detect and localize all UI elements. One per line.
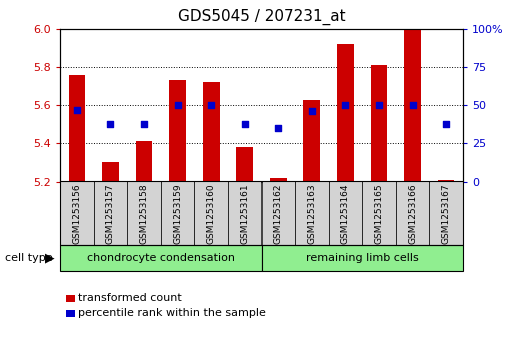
Point — [140, 121, 148, 126]
Bar — [203, 82, 220, 182]
Bar — [404, 29, 421, 182]
Text: GSM1253167: GSM1253167 — [441, 183, 451, 244]
Text: GSM1253160: GSM1253160 — [207, 183, 215, 244]
Text: GDS5045 / 207231_at: GDS5045 / 207231_at — [178, 9, 345, 25]
Text: GSM1253162: GSM1253162 — [274, 183, 283, 244]
Text: ▶: ▶ — [45, 252, 54, 265]
Text: cell type: cell type — [5, 253, 53, 263]
Point — [274, 125, 282, 131]
Point — [106, 121, 115, 126]
Text: GSM1253156: GSM1253156 — [72, 183, 82, 244]
Text: chondrocyte condensation: chondrocyte condensation — [87, 253, 235, 263]
Text: percentile rank within the sample: percentile rank within the sample — [78, 308, 266, 318]
Text: GSM1253157: GSM1253157 — [106, 183, 115, 244]
Point — [174, 102, 182, 108]
Text: GSM1253163: GSM1253163 — [308, 183, 316, 244]
Point — [408, 102, 417, 108]
Bar — [135, 142, 152, 182]
Text: GSM1253164: GSM1253164 — [341, 183, 350, 244]
Point — [341, 102, 349, 108]
Bar — [169, 81, 186, 182]
Bar — [102, 163, 119, 182]
Text: GSM1253159: GSM1253159 — [173, 183, 182, 244]
Point — [73, 107, 81, 113]
Bar — [438, 180, 454, 182]
Text: GSM1253158: GSM1253158 — [140, 183, 149, 244]
Bar — [337, 44, 354, 182]
Point — [308, 109, 316, 114]
Point — [241, 121, 249, 126]
Text: GSM1253166: GSM1253166 — [408, 183, 417, 244]
Bar — [303, 99, 320, 182]
Point — [375, 102, 383, 108]
Bar — [371, 65, 388, 182]
Text: GSM1253165: GSM1253165 — [374, 183, 383, 244]
Bar — [270, 178, 287, 182]
Text: GSM1253161: GSM1253161 — [240, 183, 249, 244]
Bar — [69, 75, 85, 182]
Point — [207, 102, 215, 108]
Point — [442, 121, 450, 126]
Bar — [236, 147, 253, 182]
Text: transformed count: transformed count — [78, 293, 182, 303]
Text: remaining limb cells: remaining limb cells — [306, 253, 418, 263]
